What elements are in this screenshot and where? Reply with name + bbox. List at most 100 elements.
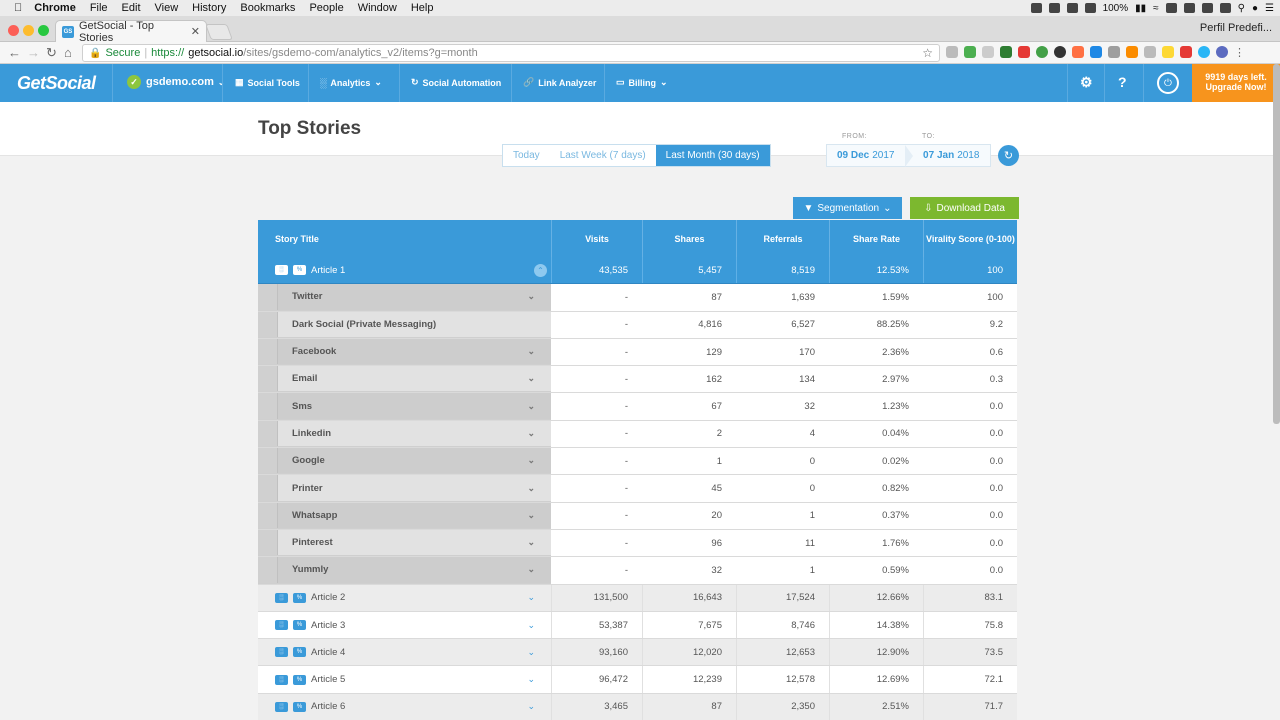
chevron-down-icon[interactable]: ⌄	[527, 619, 535, 630]
channel-row[interactable]: Sms ⌄ -67 32 1.23% 0.0	[258, 393, 1017, 421]
header-shares[interactable]: Shares	[642, 220, 736, 257]
table-row[interactable]: ░% Article 3 ⌄ 53,387 7,675 8,746 14.38% 75.8	[258, 611, 1017, 640]
chevron-down-icon[interactable]: ⌄	[527, 537, 535, 548]
apple-icon[interactable]: 	[14, 2, 22, 14]
channel-row[interactable]: Pinterest ⌄ -96 11 1.76% 0.0	[258, 529, 1017, 558]
channel-row[interactable]: Yummly ⌄ -32 1 0.59% 0.0	[258, 557, 1017, 585]
nav-analytics[interactable]: ░ Analytics ⌄	[320, 77, 382, 88]
status-icon[interactable]	[1084, 3, 1096, 13]
adblock-icon[interactable]	[1018, 46, 1030, 58]
story-title[interactable]: Article 1	[311, 264, 346, 276]
channel-row[interactable]: Twitter ⌄ -87 1,639 1.59% 100	[258, 284, 1017, 312]
chart-icon[interactable]: ░	[275, 592, 288, 603]
channel-row[interactable]: Dark Social (Private Messaging) -4,816 6,5…	[258, 311, 1017, 339]
page-scrollbar[interactable]	[1273, 64, 1280, 424]
url-bar[interactable]: 🔒 Secure | https:// getsocial.io /sites/…	[82, 44, 940, 62]
segmentation-button[interactable]: ▼ Segmentation ⌄	[793, 197, 902, 219]
wifi-icon[interactable]: ≈	[1153, 2, 1159, 14]
chart-icon[interactable]: ░	[275, 674, 288, 685]
extension-icon[interactable]	[946, 46, 958, 58]
battery-percent[interactable]: 100%	[1102, 2, 1129, 14]
link-icon[interactable]: %	[293, 620, 306, 630]
nav-social-tools[interactable]: ▦ Social Tools	[235, 77, 300, 88]
power-icon[interactable]: ⏻	[1157, 72, 1179, 94]
menu-help[interactable]: Help	[402, 2, 434, 14]
help-icon[interactable]: ?	[1118, 74, 1127, 90]
chevron-down-icon[interactable]: ⌄	[527, 346, 535, 357]
chevron-down-icon[interactable]: ⌄	[527, 400, 535, 411]
download-data-button[interactable]: ⇩ Download Data	[910, 197, 1019, 219]
chart-icon[interactable]: ░	[275, 647, 288, 658]
status-icon[interactable]	[1066, 3, 1078, 13]
range-last-month[interactable]: Last Month (30 days)	[655, 145, 770, 166]
upgrade-button[interactable]: 9919 days left. Upgrade Now!	[1192, 64, 1280, 102]
story-title[interactable]: Article 3	[311, 619, 346, 631]
refresh-button[interactable]: ↻	[998, 145, 1019, 166]
site-selector[interactable]: ✓ gsdemo.com ⌄	[127, 75, 225, 89]
back-icon[interactable]: ←	[8, 45, 21, 60]
link-icon[interactable]: %	[293, 592, 306, 603]
extension-icon[interactable]	[1072, 46, 1084, 58]
menu-people[interactable]: People	[301, 2, 343, 14]
chevron-down-icon[interactable]: ⌄	[527, 509, 535, 520]
extension-icon[interactable]	[1198, 46, 1210, 58]
channel-row[interactable]: Printer ⌄ -45 0 0.82% 0.0	[258, 475, 1017, 503]
new-tab-button[interactable]	[205, 24, 233, 40]
extension-icon[interactable]	[1126, 46, 1138, 58]
story-title[interactable]: Article 6	[311, 701, 346, 713]
link-icon[interactable]: %	[293, 647, 306, 658]
profile-name[interactable]: Perfil Predefi...	[1199, 22, 1272, 34]
minimize-window-button[interactable]	[23, 25, 34, 36]
menu-file[interactable]: File	[81, 2, 108, 14]
nav-link-analyzer[interactable]: 🔗 Link Analyzer	[523, 77, 596, 88]
range-today[interactable]: Today	[513, 150, 540, 161]
status-icon[interactable]	[1219, 3, 1231, 13]
list-icon[interactable]: ☰	[1265, 2, 1274, 14]
chevron-up-icon[interactable]: ⌃	[534, 263, 547, 277]
close-tab-icon[interactable]: ✕	[190, 26, 200, 38]
user-icon[interactable]: ●	[1251, 2, 1259, 14]
story-title[interactable]: Article 5	[311, 674, 346, 686]
forward-icon[interactable]: →	[27, 45, 40, 60]
extension-icon[interactable]	[1054, 46, 1066, 58]
close-window-button[interactable]	[8, 25, 19, 36]
extension-icon[interactable]	[1036, 46, 1048, 58]
link-icon[interactable]: %	[293, 265, 306, 276]
chevron-down-icon[interactable]: ⌄	[527, 373, 535, 384]
status-icon[interactable]	[1048, 3, 1060, 13]
chevron-down-icon[interactable]: ⌄	[527, 564, 535, 575]
profile-avatar-icon[interactable]	[1216, 46, 1228, 58]
extension-icon[interactable]	[1162, 46, 1174, 58]
gear-icon[interactable]: ⚙	[1080, 74, 1093, 90]
menu-history[interactable]: History	[183, 2, 226, 14]
story-title[interactable]: Article 2	[311, 592, 346, 604]
range-last-week[interactable]: Last Week (7 days)	[559, 150, 646, 161]
menu-window[interactable]: Window	[349, 2, 397, 14]
table-row[interactable]: ░% Article 4 ⌄ 93,160 12,020 12,653 12.90% 73.5	[258, 639, 1017, 667]
extension-icon[interactable]	[1108, 46, 1120, 58]
header-referrals[interactable]: Referrals	[736, 220, 829, 257]
status-icon[interactable]	[1165, 3, 1177, 13]
status-icon[interactable]	[1030, 3, 1042, 13]
extension-icon[interactable]	[1000, 46, 1012, 58]
link-icon[interactable]: %	[293, 701, 306, 712]
chevron-down-icon[interactable]: ⌄	[527, 455, 535, 466]
chevron-down-icon[interactable]: ⌄	[527, 646, 535, 657]
bookmark-star-icon[interactable]: ☆	[922, 46, 933, 60]
menu-edit[interactable]: Edit	[113, 2, 141, 14]
browser-tab[interactable]: GS GetSocial - Top Stories ✕	[55, 20, 207, 44]
search-icon[interactable]: ⚲	[1237, 2, 1245, 14]
battery-icon[interactable]: ▮▮	[1135, 2, 1147, 14]
table-row[interactable]: ░% Article 2 ⌄ 131,500 16,643 17,524 12.66% 83.…	[258, 584, 1017, 612]
channel-row[interactable]: Linkedin ⌄ -2 4 0.04% 0.0	[258, 420, 1017, 449]
channel-row[interactable]: Google ⌄ -1 0 0.02% 0.0	[258, 448, 1017, 476]
chevron-down-icon[interactable]: ⌄	[527, 427, 535, 438]
extension-icon[interactable]	[982, 46, 994, 58]
link-icon[interactable]: %	[293, 674, 306, 685]
getsocial-logo[interactable]: GetSocial	[17, 73, 96, 93]
reload-icon[interactable]: ↻	[46, 45, 57, 60]
chart-icon[interactable]: ░	[275, 701, 288, 712]
chrome-menu-icon[interactable]: ⋮	[1234, 47, 1245, 59]
chevron-down-icon[interactable]: ⌄	[527, 701, 535, 712]
menu-view[interactable]: View	[146, 2, 179, 14]
